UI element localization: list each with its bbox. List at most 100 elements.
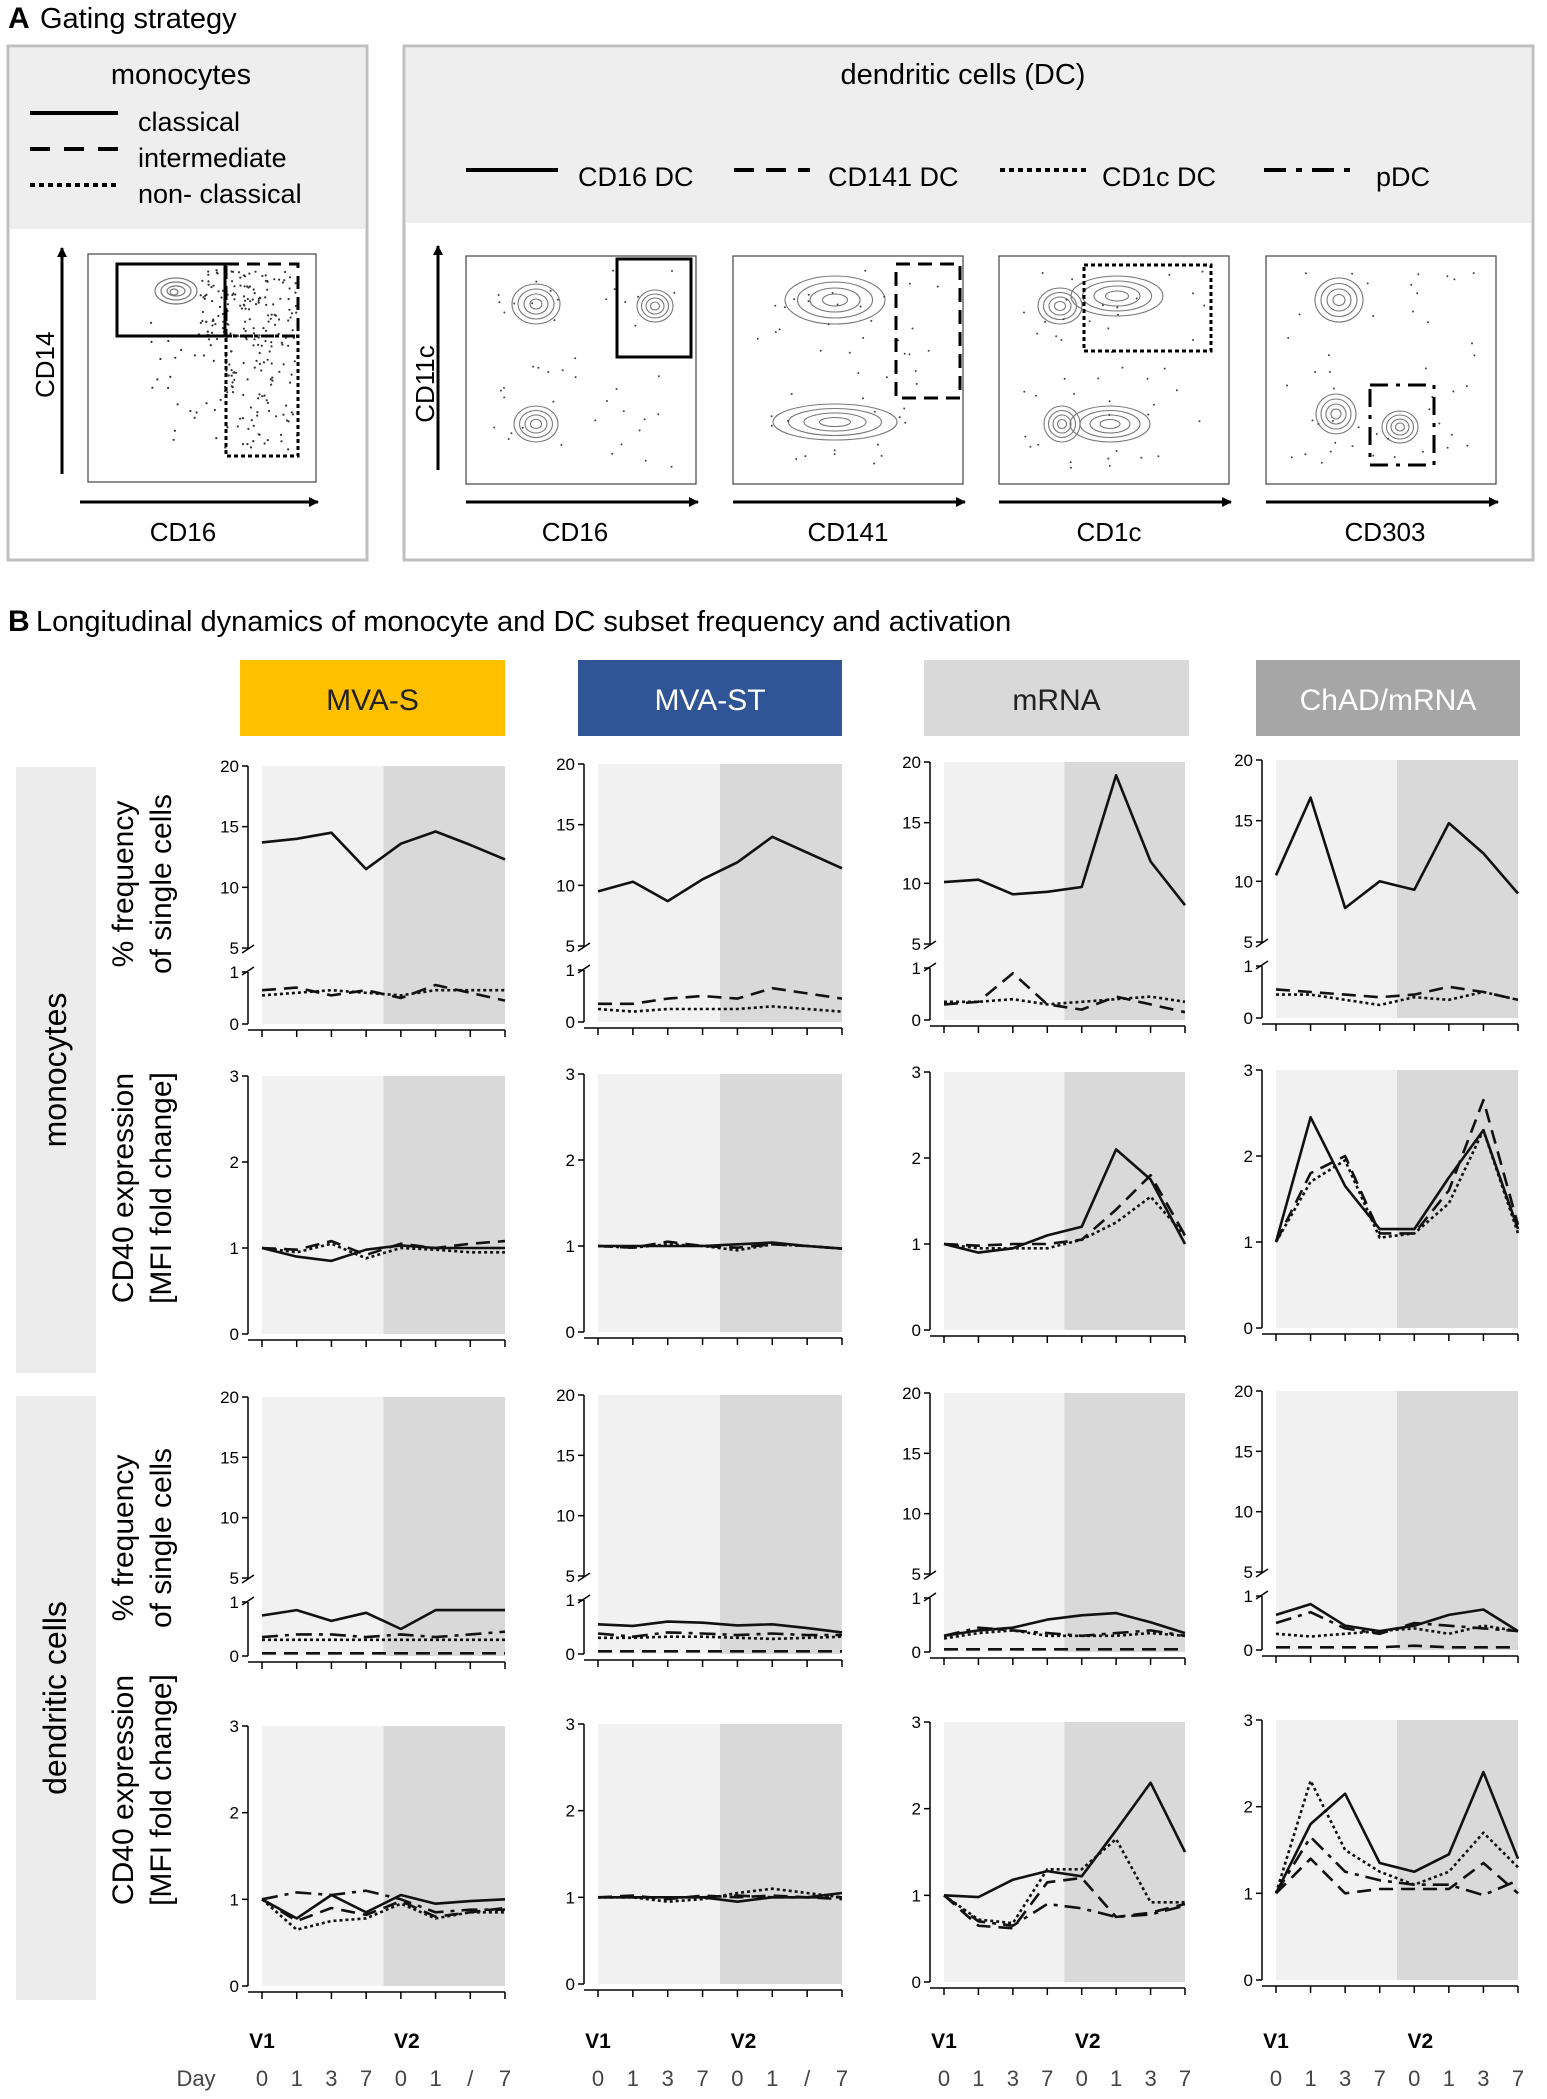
event-dot (637, 295, 639, 298)
event-dot (288, 308, 291, 311)
y-tick-label: 0 (1244, 1971, 1253, 1990)
series-line-classical (261, 830, 506, 871)
event-dot (290, 312, 294, 315)
event-dot (290, 373, 293, 376)
dc-contour-ring (1099, 418, 1121, 430)
event-dot (263, 442, 266, 445)
event-dot (1327, 354, 1330, 357)
series-line-classical (261, 1244, 505, 1263)
dc-plot-frame (998, 255, 1230, 485)
v1-shading (598, 1724, 720, 1984)
event-dot (202, 296, 205, 299)
event-dot (1060, 339, 1063, 341)
event-dot (244, 320, 247, 323)
event-dot (271, 379, 274, 382)
event-dot (239, 276, 242, 279)
event-dot (1117, 313, 1120, 316)
series-line-classical (1274, 1116, 1520, 1243)
dc-contour-ring (518, 409, 554, 439)
visit-label-v1: V1 (1263, 2030, 1289, 2053)
y-tick-label: 1 (912, 959, 921, 978)
event-dot (638, 429, 641, 432)
event-dot (248, 272, 251, 275)
series-line-classical (943, 773, 1187, 907)
event-dot (215, 269, 218, 272)
event-dot (229, 332, 232, 335)
series-line-pdc (1275, 1610, 1519, 1636)
event-dot (549, 290, 552, 292)
event-dot (1416, 292, 1419, 295)
event-dot (497, 294, 500, 296)
event-dot (193, 354, 196, 357)
monocyte-y-axis-label: CD14 (30, 332, 60, 398)
event-dot (231, 391, 235, 394)
event-dot (253, 366, 256, 369)
event-dot (257, 301, 260, 304)
dc-contour-cluster (636, 289, 674, 323)
v2-shading (1064, 1072, 1185, 1330)
event-dot (226, 391, 229, 394)
visit-label-v2: V2 (394, 2030, 420, 2053)
y-tick-label: 3 (912, 1713, 921, 1732)
day-tick-label: / (467, 2066, 474, 2091)
event-dot (1452, 390, 1455, 393)
event-dot (226, 426, 229, 429)
series-line-intermediate (261, 1239, 506, 1257)
event-dot (252, 344, 255, 347)
event-dot (256, 414, 259, 417)
event-dot (1065, 298, 1068, 301)
y-tick-label: 5 (912, 1565, 921, 1584)
event-dot (262, 361, 266, 364)
series-line-intermediate (943, 1173, 1187, 1247)
day-tick-label: 7 (360, 2066, 372, 2091)
day-tick-label: 3 (1477, 2066, 1489, 2091)
y-tick-label: 1 (230, 1239, 239, 1258)
v2-shading (1397, 760, 1518, 1018)
event-dot (927, 349, 930, 352)
event-dot (248, 318, 251, 321)
axis-break-mark (923, 940, 937, 950)
event-dot (1175, 389, 1178, 392)
event-dot (207, 270, 210, 273)
event-dot (537, 366, 540, 369)
event-dot (252, 327, 255, 330)
event-dot (279, 297, 282, 300)
event-dot (252, 332, 256, 335)
y-tick-label: 15 (902, 814, 921, 833)
dc-contour-ring (787, 407, 883, 437)
event-dot (240, 307, 243, 310)
monocyte-heading: monocytes (111, 59, 251, 91)
event-dot (1035, 394, 1037, 397)
series-line-non-classical (261, 1242, 505, 1260)
event-dot (174, 356, 177, 359)
visit-label-v1: V1 (931, 2030, 957, 2053)
y-tick-label: 3 (566, 1715, 575, 1734)
dc-contour-ring (640, 293, 670, 319)
event-dot (214, 323, 217, 326)
y-tick-label: 5 (566, 1567, 575, 1586)
dc-contour-ring (529, 298, 543, 310)
y-tick-label: 1 (566, 1237, 575, 1256)
ylabel-freq-dc: % frequency of single cells (107, 1448, 178, 1628)
event-dot (288, 287, 291, 290)
event-dot (285, 419, 289, 422)
event-dot (267, 320, 270, 323)
visit-label-v1: V1 (249, 2030, 275, 2053)
event-dot (295, 311, 298, 314)
axis-break-mark (1255, 938, 1269, 948)
event-dot (258, 334, 261, 337)
event-dot (836, 303, 839, 306)
event-dot (1290, 456, 1293, 459)
event-dot (252, 440, 255, 443)
axis-break-mark (923, 1592, 937, 1602)
event-dot (531, 302, 534, 305)
event-dot (1024, 435, 1027, 438)
dc-y-axis-label: CD11c (410, 345, 440, 423)
day-tick-label: 7 (836, 2066, 848, 2091)
event-dot (244, 299, 247, 302)
v2-shading (1064, 1722, 1185, 1982)
event-dot (535, 280, 538, 283)
v1-shading (262, 1076, 384, 1334)
event-dot (247, 427, 250, 430)
event-dot (783, 306, 786, 309)
